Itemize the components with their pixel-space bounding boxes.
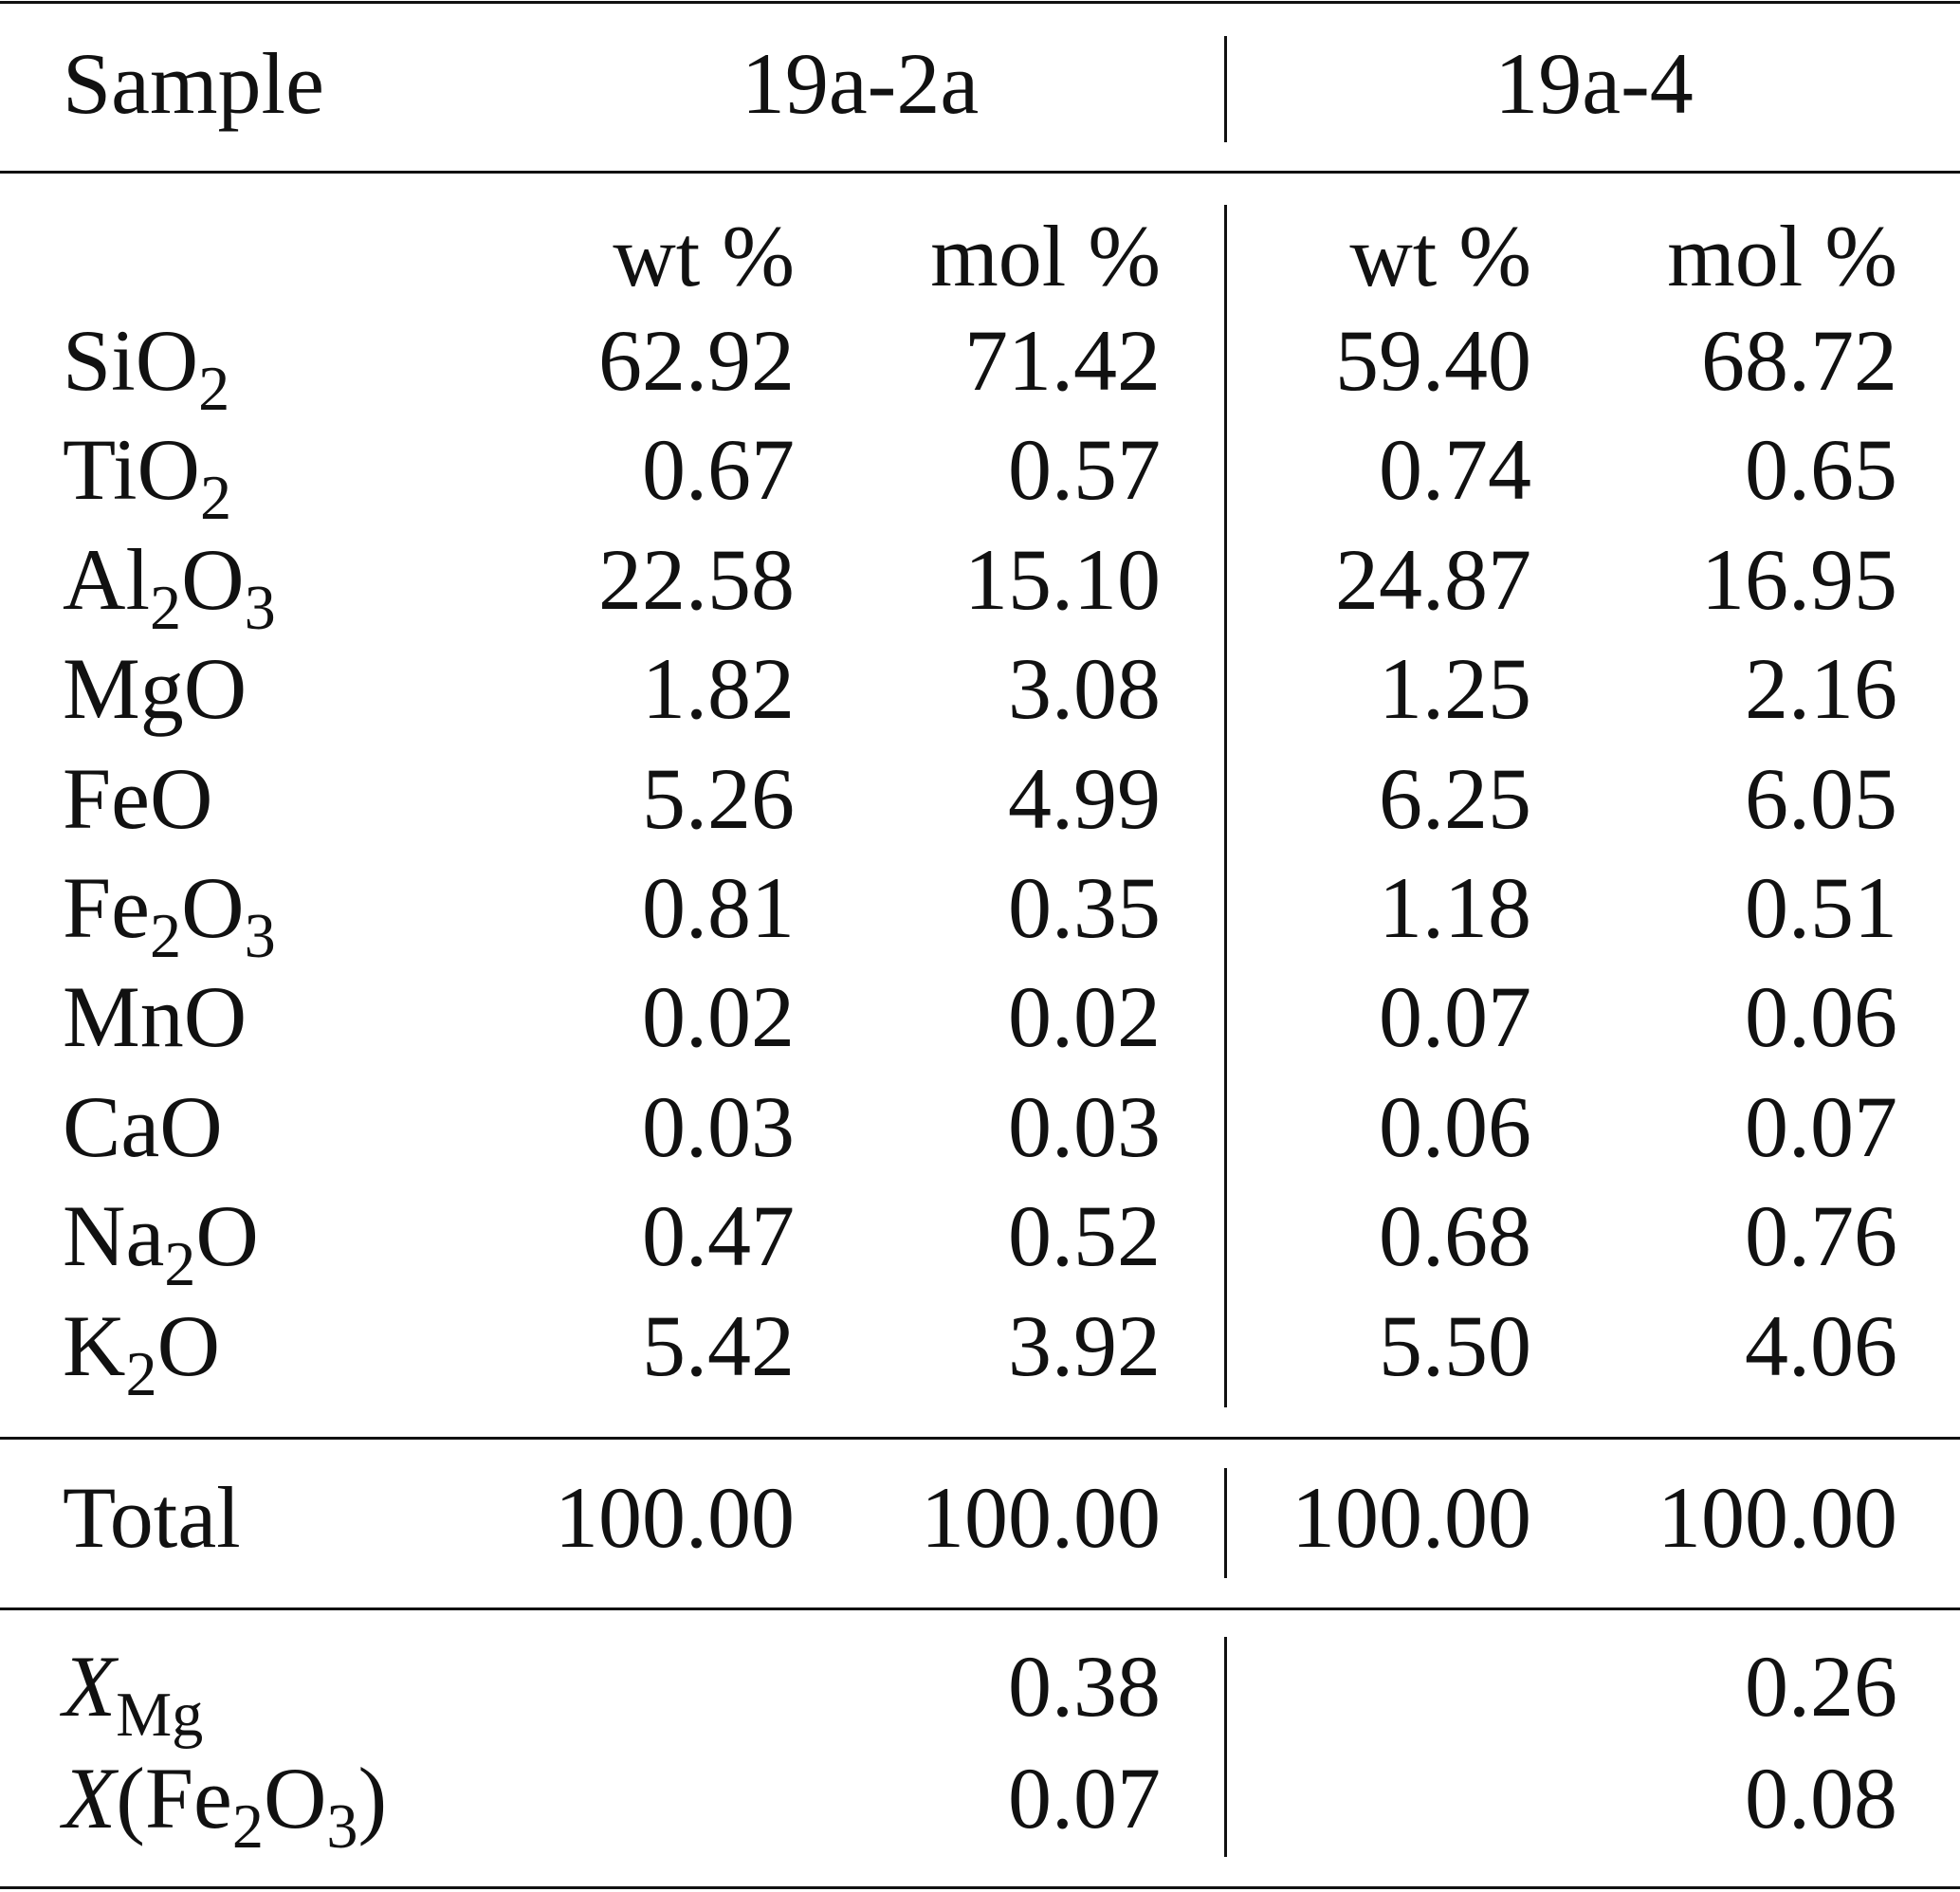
value-cell: 0.67 [642, 421, 795, 519]
value-cell: 0.47 [642, 1187, 795, 1285]
value-cell: 0.03 [642, 1077, 795, 1175]
row-label: X(Fe2O3) [63, 1750, 388, 1863]
value-cell: 0.38 [1008, 1638, 1161, 1735]
value-cell: 0.65 [1745, 421, 1897, 519]
oxide-row: K2O 5.42 3.92 5.50 4.06 [0, 1289, 1960, 1409]
value-cell: 0.02 [1008, 968, 1161, 1066]
value-cell: 1.18 [1379, 859, 1531, 956]
value-cell: 71.42 [964, 312, 1161, 409]
value-cell: 100.00 [921, 1469, 1161, 1566]
value-cell: 0.52 [1008, 1187, 1161, 1285]
value-cell: 62.92 [598, 312, 795, 409]
row-label: Fe2O3 [63, 859, 276, 972]
value-cell: 4.99 [1008, 749, 1161, 847]
row-label: CaO [63, 1077, 223, 1175]
value-cell: 6.25 [1379, 749, 1531, 847]
row-label: TiO2 [63, 421, 232, 534]
value-cell: 0.06 [1745, 968, 1897, 1066]
value-cell: 1.25 [1379, 640, 1531, 738]
value-cell: 0.08 [1745, 1750, 1897, 1846]
value-cell: 0.81 [642, 859, 795, 956]
row-label: MnO [63, 968, 247, 1066]
value-cell: 0.68 [1379, 1187, 1531, 1285]
wt-header: wt % [613, 208, 795, 304]
value-cell: 22.58 [598, 530, 795, 628]
row-label: XMg [63, 1638, 204, 1751]
oxide-row: TiO2 0.67 0.57 0.74 0.65 [0, 413, 1960, 534]
ratio-row: X(Fe2O3) 0.07 0.08 [0, 1741, 1960, 1863]
row-label: Total [63, 1469, 241, 1566]
oxide-row: MnO 0.02 0.02 0.07 0.06 [0, 960, 1960, 1074]
value-cell: 0.76 [1745, 1187, 1897, 1285]
total-row: Total 100.00 100.00 100.00 100.00 [0, 1460, 1960, 1574]
sample-header: Sample [63, 35, 324, 132]
value-cell: 0.03 [1008, 1077, 1161, 1175]
row-label: K2O [63, 1296, 221, 1409]
header-rule [0, 171, 1960, 174]
row-label: Al2O3 [63, 530, 276, 643]
mol-header: mol % [930, 208, 1161, 304]
value-cell: 1.82 [642, 640, 795, 738]
value-cell: 5.50 [1379, 1296, 1531, 1394]
row-label: SiO2 [63, 312, 230, 425]
value-cell: 0.07 [1745, 1077, 1897, 1175]
column-divider [1224, 1637, 1227, 1857]
oxide-row: SiO2 62.92 71.42 59.40 68.72 [0, 303, 1960, 425]
value-cell: 4.06 [1745, 1296, 1897, 1394]
value-cell: 0.26 [1745, 1638, 1897, 1735]
value-cell: 0.57 [1008, 421, 1161, 519]
mol-header: mol % [1667, 208, 1897, 304]
oxide-row: MgO 1.82 3.08 1.25 2.16 [0, 632, 1960, 745]
value-cell: 59.40 [1335, 312, 1531, 409]
value-cell: 100.00 [1291, 1469, 1531, 1566]
value-cell: 100.00 [1658, 1469, 1897, 1566]
wt-header: wt % [1349, 208, 1531, 304]
value-cell: 6.05 [1745, 749, 1897, 847]
value-cell: 0.02 [642, 968, 795, 1066]
column-divider [1224, 1468, 1227, 1578]
total-rule [0, 1437, 1960, 1440]
ratio-row: XMg 0.38 0.26 [0, 1629, 1960, 1751]
row-label: MgO [63, 640, 247, 738]
row-label: FeO [63, 749, 213, 847]
value-cell: 15.10 [964, 530, 1161, 628]
oxide-row: Al2O3 22.58 15.10 24.87 16.95 [0, 523, 1960, 643]
value-cell: 68.72 [1701, 312, 1897, 409]
value-cell: 2.16 [1745, 640, 1897, 738]
unit-header-row: wt % mol % wt % mol % [0, 199, 1960, 313]
sample-19a-2a-header: 19a-2a [741, 35, 980, 132]
column-divider [1224, 205, 1227, 1407]
row-label: Na2O [63, 1187, 259, 1300]
value-cell: 5.42 [642, 1296, 795, 1394]
value-cell: 0.07 [1379, 968, 1531, 1066]
oxide-row: FeO 5.26 4.99 6.25 6.05 [0, 742, 1960, 855]
top-rule [0, 1, 1960, 4]
column-divider [1224, 36, 1227, 142]
value-cell: 0.51 [1745, 859, 1897, 956]
value-cell: 3.08 [1008, 640, 1161, 738]
value-cell: 100.00 [555, 1469, 795, 1566]
oxide-row: CaO 0.03 0.03 0.06 0.07 [0, 1070, 1960, 1184]
value-cell: 0.35 [1008, 859, 1161, 956]
sample-19a-4-header: 19a-4 [1494, 35, 1694, 132]
bottom-rule [0, 1886, 1960, 1889]
value-cell: 0.06 [1379, 1077, 1531, 1175]
value-cell: 24.87 [1335, 530, 1531, 628]
oxide-row: Na2O 0.47 0.52 0.68 0.76 [0, 1179, 1960, 1300]
oxide-row: Fe2O3 0.81 0.35 1.18 0.51 [0, 851, 1960, 972]
value-cell: 5.26 [642, 749, 795, 847]
value-cell: 0.07 [1008, 1750, 1161, 1846]
value-cell: 16.95 [1701, 530, 1897, 628]
ratio-rule [0, 1607, 1960, 1610]
value-cell: 0.74 [1379, 421, 1531, 519]
value-cell: 3.92 [1008, 1296, 1161, 1394]
